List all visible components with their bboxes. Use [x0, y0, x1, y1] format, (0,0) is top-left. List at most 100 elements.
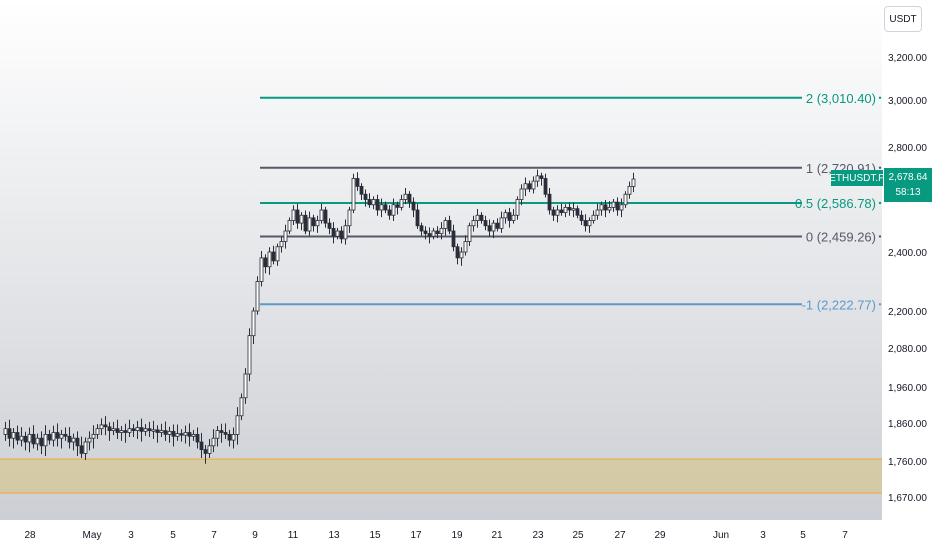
candle-body [487, 225, 492, 232]
candle [55, 423, 60, 447]
candle-body [263, 257, 268, 268]
candle-body [399, 199, 404, 208]
candle-body [115, 428, 120, 433]
candle-body [259, 257, 264, 282]
candle [263, 254, 268, 274]
candle-body [147, 428, 152, 432]
candle [291, 205, 296, 225]
candle [559, 203, 564, 216]
candle-body [515, 199, 520, 216]
candle-body [631, 178, 636, 187]
candle [79, 436, 84, 458]
time-tick-label: 25 [572, 530, 584, 541]
candle [99, 418, 104, 436]
candle-body [219, 430, 224, 433]
time-tick-label: Jun [713, 530, 729, 541]
candle-body [407, 193, 412, 203]
time-tick-label: 17 [410, 530, 422, 541]
candle-body [279, 241, 284, 248]
time-tick-label: 27 [614, 530, 626, 541]
candle [247, 328, 252, 382]
candle-body [255, 281, 260, 312]
candle [371, 196, 376, 210]
candle-body [47, 433, 52, 441]
candle [539, 172, 544, 186]
candle [31, 425, 36, 449]
candle [479, 212, 484, 224]
candle-body [455, 246, 460, 259]
candle-body [315, 220, 320, 227]
time-tick-label: 5 [800, 530, 806, 541]
candle-body [183, 432, 188, 436]
candle [243, 368, 248, 404]
candle [375, 194, 380, 216]
candle-body [535, 175, 540, 182]
candle-body [483, 220, 488, 227]
price-tick-label: 1,860.00 [888, 419, 927, 430]
fib-level-label: 2 (3,010.40) [806, 91, 876, 106]
candle-body [339, 230, 344, 240]
candle [551, 206, 556, 222]
candle [563, 204, 568, 218]
candle [387, 205, 392, 220]
candle-body [463, 241, 468, 253]
currency-button[interactable]: USDT [884, 6, 922, 32]
time-tick-label: 21 [491, 530, 503, 541]
candle [523, 177, 528, 197]
candle [135, 420, 140, 439]
candle-body [563, 206, 568, 214]
candle [467, 222, 472, 246]
candle [627, 181, 632, 199]
candle [451, 224, 456, 252]
candle [367, 193, 372, 208]
candle [419, 222, 424, 236]
candle [347, 206, 352, 233]
candle-body [591, 214, 596, 221]
candle-body [575, 208, 580, 216]
candle-body [467, 225, 472, 242]
candle [519, 184, 524, 206]
price-tick-label: 2,080.00 [888, 344, 927, 355]
candle-body [131, 428, 136, 432]
candle [107, 422, 112, 441]
candle-body [119, 430, 124, 433]
candle-body [479, 214, 484, 221]
candle [215, 426, 220, 447]
candle-body [539, 175, 544, 179]
candle-body [247, 335, 252, 375]
candle-body [603, 204, 608, 211]
candle [583, 214, 588, 232]
candle-body [207, 445, 212, 454]
candle-body [471, 220, 476, 227]
candle [11, 427, 16, 449]
candle-body [555, 209, 560, 216]
fib-level-marker [878, 303, 882, 306]
last-price-value: 2,678.64 [888, 172, 928, 183]
candle-body [75, 437, 80, 447]
candle [555, 205, 560, 223]
time-axis: 28 May 3 5 7 9 11 13 15 17 19 21 23 25 27 29 Jun 3 5 7 [24, 530, 848, 541]
time-tick-label: 11 [288, 530, 299, 541]
candle-body [63, 433, 68, 437]
candle-body [283, 230, 288, 242]
fib-level-marker [878, 96, 882, 99]
candle-body [295, 209, 300, 224]
candle-body [59, 433, 64, 439]
time-tick-label: 15 [369, 530, 381, 541]
candle-body [319, 209, 324, 221]
candle-body [167, 430, 172, 435]
candle [587, 217, 592, 233]
candle [575, 205, 580, 219]
candle [271, 245, 276, 265]
candle-body [415, 209, 420, 227]
candle [459, 247, 464, 266]
candle [603, 200, 608, 218]
time-tick-label: 7 [211, 530, 217, 541]
candle [175, 424, 180, 441]
candle-body [447, 220, 452, 232]
candle [567, 202, 572, 216]
candle [275, 243, 280, 266]
candle-body [11, 432, 16, 439]
